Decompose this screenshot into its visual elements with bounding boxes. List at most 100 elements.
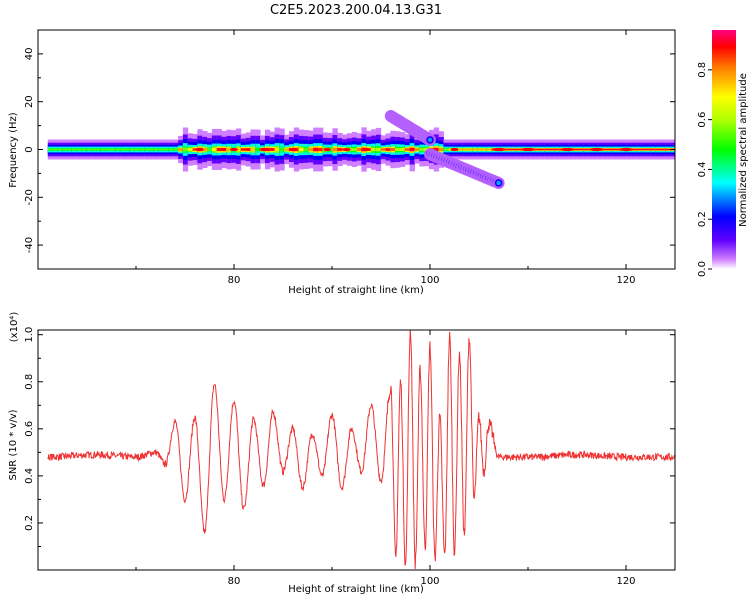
colorbar-tick-label: 0.6 xyxy=(697,112,708,128)
spectrogram-cell xyxy=(390,148,396,151)
spectrogram-cell xyxy=(96,148,102,151)
spectrogram-cell xyxy=(506,148,512,151)
spectrogram-cell xyxy=(317,147,324,152)
snr-yunit: (x10⁴) xyxy=(9,312,20,343)
x-tick-label: 120 xyxy=(616,576,635,587)
spectrogram-cell xyxy=(115,148,121,151)
spectrogram-cell xyxy=(636,148,642,151)
spectrogram-cell xyxy=(646,148,652,151)
spectrogram-cell xyxy=(182,147,189,152)
spectrogram-cell xyxy=(467,148,473,151)
spectrogram-cell xyxy=(573,148,580,151)
spectrogram-cell xyxy=(91,148,97,151)
spectrogram-cell xyxy=(539,148,546,151)
y-tick-label: 40 xyxy=(24,48,35,61)
colorbar-label: Normalized spectral amplitude xyxy=(738,73,749,227)
snr-series-line xyxy=(47,330,675,570)
spectrogram-cell xyxy=(665,148,671,151)
spectrogram-cell xyxy=(105,148,112,151)
spectrogram-cell xyxy=(264,147,271,152)
spectrogram-cell xyxy=(332,147,338,152)
spectrogram-cell xyxy=(235,147,242,152)
spectrogram-cell xyxy=(409,147,415,152)
spectrogram-cell xyxy=(472,148,478,151)
spectrogram-cell xyxy=(337,148,343,151)
spectrogram-cell xyxy=(86,148,92,151)
spectrogram-cell xyxy=(67,148,73,151)
x-tick-label: 100 xyxy=(420,275,439,286)
spectrogram-cell xyxy=(462,148,469,151)
y-tick-label: -40 xyxy=(24,237,35,253)
spectrogram-marks xyxy=(47,110,675,189)
colorbar-tick-label: 0.0 xyxy=(697,261,708,277)
spectrogram-cell xyxy=(583,148,589,151)
spectrogram-hotspot xyxy=(362,147,371,152)
spectrogram-cell xyxy=(356,148,362,151)
spectrogram-cell xyxy=(438,148,444,151)
spectrogram-cell xyxy=(100,148,107,151)
spectrogram-cell xyxy=(544,148,551,151)
spectrogram-cell xyxy=(433,147,440,152)
spectrogram-cell xyxy=(607,148,613,151)
spectrogram-cell xyxy=(351,148,358,151)
x-tick-label: 100 xyxy=(420,576,439,587)
spectrogram-cell xyxy=(650,148,657,151)
spectrogram-cell xyxy=(120,148,126,151)
spectrogram-hotspot xyxy=(491,147,506,152)
spectrogram-cell xyxy=(57,148,63,151)
snr-panel: 80 100 120 0.2 0.4 0.6 0.8 1.0 Height of straig… xyxy=(8,312,676,595)
spectrogram-hotspot xyxy=(342,147,351,152)
spectrogram-hotspot xyxy=(619,147,633,152)
spectrogram-cell xyxy=(308,148,314,151)
spectrogram-hotspot xyxy=(230,147,238,152)
spectrogram-hotspot xyxy=(323,147,332,152)
y-tick-label: 20 xyxy=(24,95,35,108)
spectrogram-cell xyxy=(602,148,608,151)
colorbar-tick-label: 0.8 xyxy=(697,62,708,78)
snr-marks xyxy=(47,330,675,570)
spectrogram-cell xyxy=(443,148,449,151)
spectrogram-cell xyxy=(535,148,541,151)
spectrogram-cell xyxy=(158,148,165,151)
colorbar-ticks: 0.0 0.2 0.4 0.6 0.8 xyxy=(697,62,712,277)
spectrogram-hotspot xyxy=(450,147,459,152)
spectrogram-cell xyxy=(163,148,169,151)
spectrogram-cell xyxy=(240,148,247,151)
spectrogram-cell xyxy=(124,148,131,151)
colorbar-gradient xyxy=(712,30,736,269)
spectrogram-cell xyxy=(641,148,647,151)
spectrogram-cell xyxy=(245,148,251,151)
spectrogram-cell xyxy=(144,148,150,151)
spectrogram-cell xyxy=(385,148,391,151)
spectrogram-cell xyxy=(250,147,256,152)
spectrogram-cell xyxy=(404,148,411,151)
y-tick-label: 0 xyxy=(24,146,35,152)
spectrogram-cell xyxy=(129,148,136,151)
colorbar-tick-label: 0.2 xyxy=(697,211,708,227)
spectrogram-cell xyxy=(303,147,309,152)
snr-xlabel: Height of straight line (km) xyxy=(288,584,424,595)
spectrogram-hotspot xyxy=(195,147,204,152)
spectrogram-hotspot xyxy=(288,147,297,152)
spectrogram-cell xyxy=(655,148,662,151)
spectrogram-blob xyxy=(496,180,501,186)
spectrogram-cell xyxy=(457,148,464,151)
spectrogram-hotspot xyxy=(259,147,268,152)
spectrogram-cell xyxy=(612,148,618,151)
spectrogram-blob xyxy=(427,137,433,143)
spectrogram-hotspot xyxy=(589,147,604,152)
y-tick-label: 1.0 xyxy=(24,327,35,343)
spectrogram-cell xyxy=(419,148,425,151)
y-tick-label: -20 xyxy=(24,189,35,205)
spectrogram-cell xyxy=(274,147,280,152)
x-tick-label: 80 xyxy=(228,275,241,286)
colorbar: 0.0 0.2 0.4 0.6 0.8 Normalized spectral ampl… xyxy=(697,30,749,277)
spectrogram-cell xyxy=(515,148,522,151)
spectrogram-cell xyxy=(269,148,276,151)
spectrogram-cell xyxy=(153,148,160,151)
spectrogram-cell xyxy=(298,147,305,152)
spectrogram-cell xyxy=(477,148,483,151)
y-tick-label: 0.4 xyxy=(24,468,35,484)
spectrogram-cell xyxy=(187,148,194,151)
